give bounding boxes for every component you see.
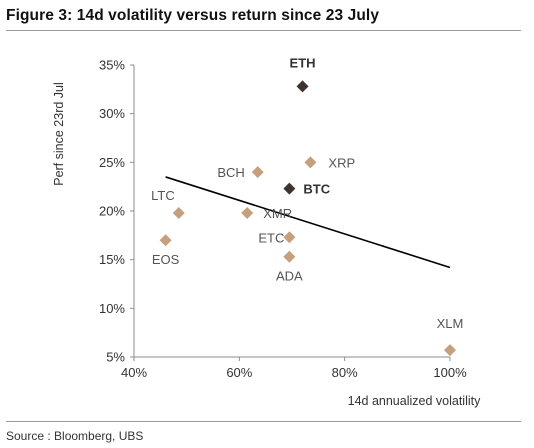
footer-divider [6,421,521,422]
points-group [159,80,456,357]
point-ltc [172,206,185,219]
trend-line-group [165,176,451,269]
x-tick-label: 40% [121,365,147,380]
point-xmr [241,206,254,219]
point-label-eth: ETH [290,55,316,70]
x-axis-label: 14d annualized volatility [348,394,481,408]
point-label-xlm: XLM [437,316,464,331]
trend-line [165,176,451,269]
point-label-xrp: XRP [328,155,355,170]
x-tick-label: 60% [226,365,252,380]
point-xlm [444,344,456,357]
title-divider [6,30,521,31]
point-etc [283,231,296,244]
y-tick-label: 20% [99,204,125,219]
point-label-ada: ADA [276,269,303,284]
y-tick-label: 10% [99,301,125,316]
point-label-xmr: XMR [263,206,292,221]
point-bch [251,166,264,179]
figure-title: Figure 3: 14d volatility versus return s… [6,7,380,24]
x-tick-label: 80% [332,365,358,380]
axes: 5% 10% 15% 20% 25% 30% 35% 40% 60% 80% 100% [99,58,467,381]
point-label-bch: BCH [217,165,244,180]
y-tick-label: 35% [99,58,125,73]
point-xrp [304,156,317,169]
point-label-eos: EOS [152,252,180,267]
point-eos [159,234,172,247]
y-tick-label: 15% [99,252,125,267]
point-ada [283,250,296,263]
point-btc [283,182,296,195]
x-tick-label: 100% [433,365,467,380]
source-note: Source : Bloomberg, UBS [6,429,144,443]
point-eth [296,80,309,93]
y-axis-label: Perf since 23rd Jul [52,82,66,186]
y-tick-label: 5% [106,350,125,365]
point-label-btc: BTC [303,182,330,197]
y-tick-label: 25% [99,155,125,170]
point-label-etc: ETC [258,230,284,245]
scatter-chart: 5% 10% 15% 20% 25% 30% 35% 40% 60% 80% 100% ETH BTC… [52,55,481,408]
point-labels-group: ETH BTC XRP BCH LTC XMR ETC EOS ADA XLM [151,55,463,331]
point-label-ltc: LTC [151,188,175,203]
y-tick-label: 30% [99,106,125,121]
